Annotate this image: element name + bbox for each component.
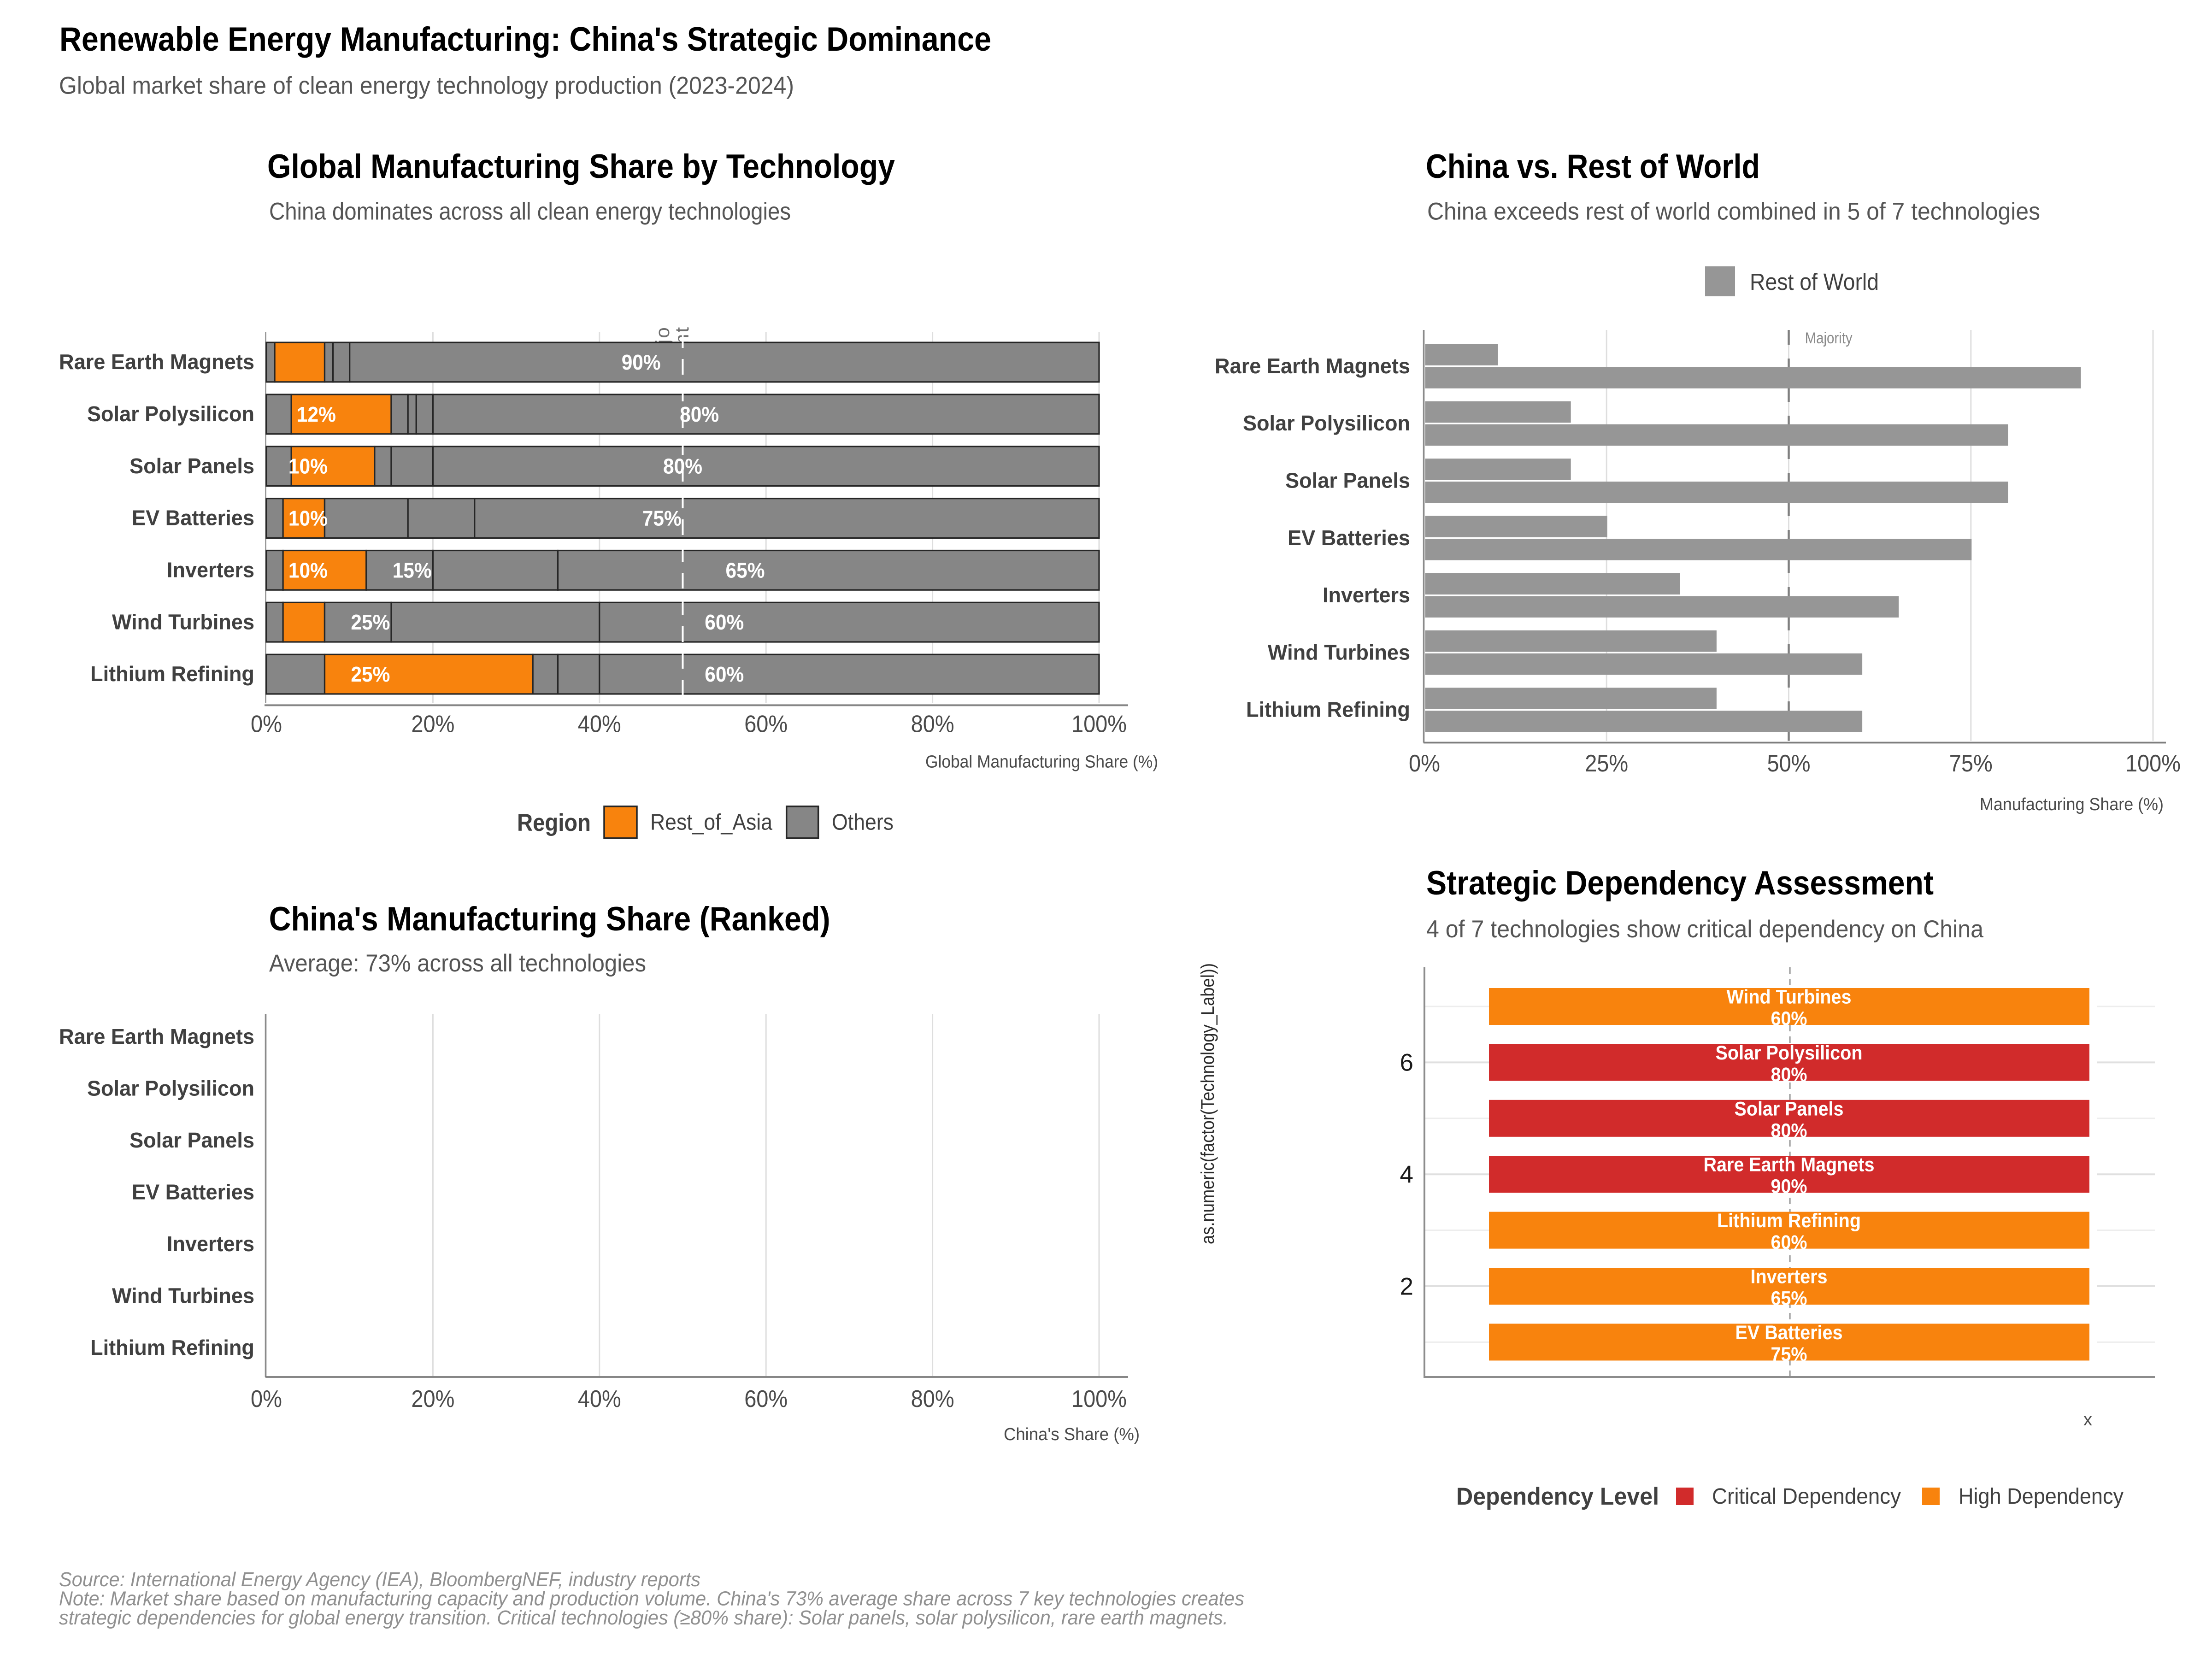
svg-text:Rest of World: Rest of World xyxy=(1750,269,1879,295)
svg-text:15%: 15% xyxy=(393,558,432,582)
svg-text:4 of 7 technologies show criti: 4 of 7 technologies show critical depend… xyxy=(1426,916,1983,943)
svg-text:Global Manufacturing Share (%): Global Manufacturing Share (%) xyxy=(925,752,1158,771)
svg-text:0%: 0% xyxy=(1409,750,1440,777)
svg-text:2: 2 xyxy=(1400,1273,1413,1300)
svg-text:25%: 25% xyxy=(1585,750,1628,777)
svg-text:China dominates across all cle: China dominates across all clean energy … xyxy=(269,198,791,225)
svg-text:6: 6 xyxy=(1400,1049,1413,1077)
svg-text:40%: 40% xyxy=(578,1386,621,1412)
svg-text:Solar Polysilicon: Solar Polysilicon xyxy=(1243,411,1410,435)
svg-text:Lithium Refining: Lithium Refining xyxy=(1717,1210,1861,1232)
svg-text:25%: 25% xyxy=(351,610,390,634)
svg-text:Wind Turbines: Wind Turbines xyxy=(1727,986,1852,1008)
svg-text:Solar Panels: Solar Panels xyxy=(129,1128,254,1152)
svg-text:jo: jo xyxy=(652,326,673,345)
svg-text:Average: 73% across all techno: Average: 73% across all technologies xyxy=(269,950,646,977)
svg-text:80%: 80% xyxy=(911,711,954,738)
svg-text:100%: 100% xyxy=(2125,750,2181,777)
svg-text:Solar Polysilicon: Solar Polysilicon xyxy=(87,402,254,426)
svg-text:60%: 60% xyxy=(1771,1231,1807,1253)
svg-text:Solar Panels: Solar Panels xyxy=(1285,469,1410,493)
svg-text:Rare Earth Magnets: Rare Earth Magnets xyxy=(59,350,254,374)
svg-text:75%: 75% xyxy=(1771,1343,1807,1365)
svg-text:strategic dependencies for glo: strategic dependencies for global energy… xyxy=(59,1606,1228,1629)
svg-text:Lithium Refining: Lithium Refining xyxy=(90,1335,254,1359)
svg-text:65%: 65% xyxy=(726,558,765,582)
svg-text:90%: 90% xyxy=(622,350,661,374)
svg-text:Solar Polysilicon: Solar Polysilicon xyxy=(1716,1042,1863,1064)
svg-text:Rare Earth Magnets: Rare Earth Magnets xyxy=(59,1024,254,1048)
svg-text:Wind Turbines: Wind Turbines xyxy=(1268,640,1410,664)
svg-text:China's Share (%): China's Share (%) xyxy=(1004,1425,1140,1444)
svg-text:Source: International Energy A: Source: International Energy Agency (IEA… xyxy=(59,1568,700,1591)
svg-text:x: x xyxy=(2083,1410,2092,1430)
svg-text:60%: 60% xyxy=(705,610,744,634)
svg-text:China exceeds rest of world co: China exceeds rest of world combined in … xyxy=(1427,198,2040,225)
svg-text:75%: 75% xyxy=(642,506,682,530)
svg-text:80%: 80% xyxy=(1771,1064,1807,1086)
svg-text:as.numeric(factor(Technology_L: as.numeric(factor(Technology_Label)) xyxy=(1198,963,1218,1244)
svg-text:Inverters: Inverters xyxy=(167,1232,254,1256)
svg-text:China vs. Rest of World: China vs. Rest of World xyxy=(1426,148,1760,185)
svg-text:Manufacturing Share (%): Manufacturing Share (%) xyxy=(1980,795,2164,814)
svg-text:0%: 0% xyxy=(251,711,282,738)
svg-text:Rare Earth Magnets: Rare Earth Magnets xyxy=(1215,354,1410,378)
svg-text:Solar Panels: Solar Panels xyxy=(1735,1098,1844,1120)
svg-text:Global market share of clean e: Global market share of clean energy tech… xyxy=(59,72,794,100)
svg-text:Renewable Energy Manufacturing: Renewable Energy Manufacturing: China's … xyxy=(59,21,991,58)
svg-text:10%: 10% xyxy=(288,506,328,530)
svg-text:10%: 10% xyxy=(288,558,328,582)
svg-text:Note: Market share based on ma: Note: Market share based on manufacturin… xyxy=(59,1588,1244,1610)
svg-text:Solar Polysilicon: Solar Polysilicon xyxy=(87,1077,254,1100)
svg-text:Wind Turbines: Wind Turbines xyxy=(112,610,254,634)
svg-text:EV Batteries: EV Batteries xyxy=(132,1180,254,1204)
svg-text:Majority: Majority xyxy=(1805,329,1853,347)
svg-text:12%: 12% xyxy=(297,402,336,426)
svg-text:75%: 75% xyxy=(1949,750,1993,777)
svg-text:60%: 60% xyxy=(744,711,788,738)
svg-text:EV Batteries: EV Batteries xyxy=(132,506,254,530)
svg-text:80%: 80% xyxy=(680,402,719,426)
svg-text:Inverters: Inverters xyxy=(167,558,254,582)
svg-text:High Dependency: High Dependency xyxy=(1959,1484,2124,1509)
svg-text:50%: 50% xyxy=(1767,750,1811,777)
svg-text:Wind Turbines: Wind Turbines xyxy=(112,1284,254,1308)
svg-text:40%: 40% xyxy=(578,711,621,738)
svg-text:100%: 100% xyxy=(1071,711,1127,738)
svg-text:60%: 60% xyxy=(744,1386,788,1412)
svg-text:Inverters: Inverters xyxy=(1323,583,1410,607)
svg-text:Global Manufacturing Share by: Global Manufacturing Share by Technology xyxy=(267,148,895,185)
svg-text:Lithium Refining: Lithium Refining xyxy=(1246,698,1410,722)
svg-text:EV Batteries: EV Batteries xyxy=(1288,526,1410,550)
svg-text:20%: 20% xyxy=(411,1386,454,1412)
svg-text:0%: 0% xyxy=(251,1386,282,1412)
svg-text:20%: 20% xyxy=(411,711,454,738)
svg-text:Others: Others xyxy=(832,810,894,835)
svg-text:90%: 90% xyxy=(1771,1176,1807,1198)
svg-text:60%: 60% xyxy=(1771,1008,1807,1030)
svg-text:EV Batteries: EV Batteries xyxy=(1735,1322,1843,1344)
svg-text:100%: 100% xyxy=(1071,1386,1127,1412)
svg-text:80%: 80% xyxy=(1771,1119,1807,1141)
svg-text:Strategic Dependency Assessmen: Strategic Dependency Assessment xyxy=(1426,865,1934,902)
svg-text:China's Manufacturing Share (R: China's Manufacturing Share (Ranked) xyxy=(269,900,830,938)
svg-text:65%: 65% xyxy=(1771,1288,1807,1310)
svg-text:Dependency Level: Dependency Level xyxy=(1456,1483,1659,1510)
svg-text:Inverters: Inverters xyxy=(1751,1266,1828,1288)
svg-text:10%: 10% xyxy=(288,454,328,478)
svg-text:Region: Region xyxy=(517,809,591,836)
svg-text:Lithium Refining: Lithium Refining xyxy=(90,662,254,686)
svg-text:Solar Panels: Solar Panels xyxy=(129,454,254,478)
svg-text:Rare Earth Magnets: Rare Earth Magnets xyxy=(1704,1154,1875,1176)
svg-text:Rest_of_Asia: Rest_of_Asia xyxy=(650,810,773,835)
svg-text:Critical Dependency: Critical Dependency xyxy=(1712,1484,1901,1509)
svg-text:60%: 60% xyxy=(705,662,744,686)
svg-text:25%: 25% xyxy=(351,662,390,686)
svg-text:80%: 80% xyxy=(911,1386,954,1412)
svg-text:4: 4 xyxy=(1400,1161,1413,1188)
